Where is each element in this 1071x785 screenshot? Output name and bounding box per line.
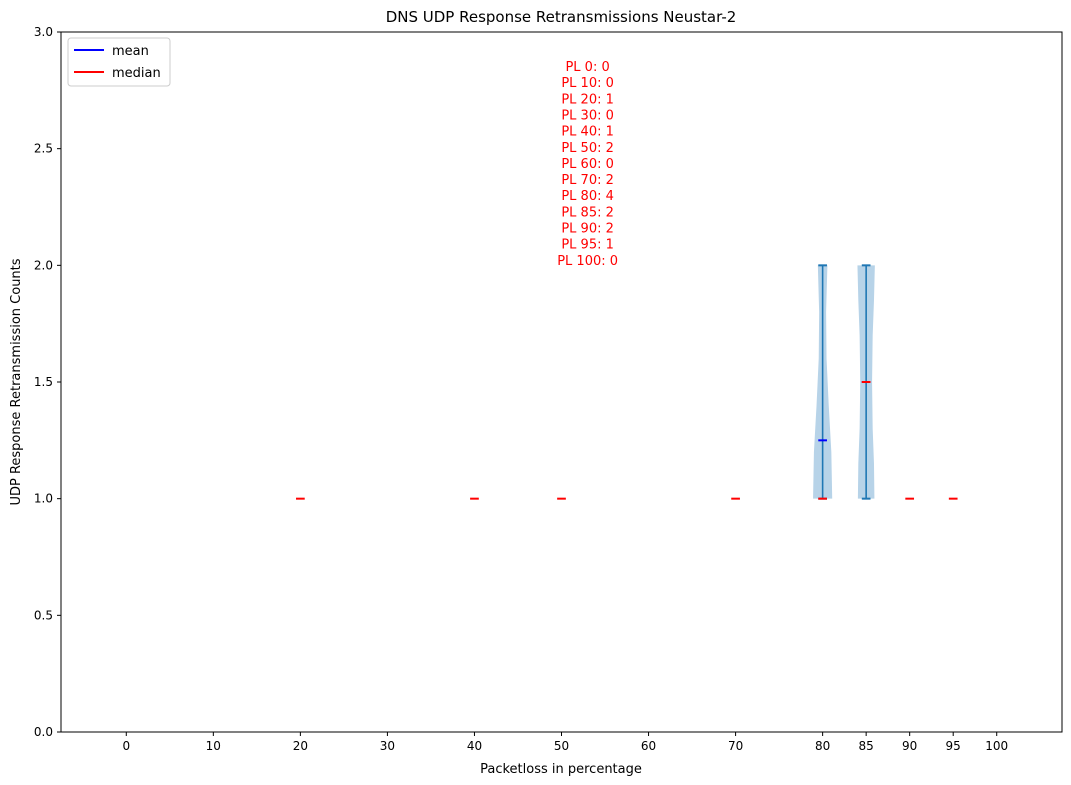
annotation-line: PL 70: 2 xyxy=(561,173,614,188)
y-tick-label: 1.5 xyxy=(34,375,53,389)
x-tick-label: 95 xyxy=(946,739,961,753)
x-tick-label: 85 xyxy=(859,739,874,753)
annotation-line: PL 90: 2 xyxy=(561,222,614,237)
y-tick-label: 2.5 xyxy=(34,142,53,156)
x-tick-label: 50 xyxy=(554,739,569,753)
x-tick-label: 100 xyxy=(985,739,1008,753)
x-tick-label: 30 xyxy=(380,739,395,753)
annotation-line: PL 100: 0 xyxy=(557,254,618,269)
plot-area xyxy=(296,264,958,500)
x-tick-label: 20 xyxy=(293,739,308,753)
x-tick-label: 0 xyxy=(122,739,130,753)
packetloss-count-annotation: PL 0: 0PL 10: 0PL 20: 1PL 30: 0PL 40: 1P… xyxy=(557,60,618,269)
legend-mean-label: mean xyxy=(112,44,149,59)
x-axis-label: Packetloss in percentage xyxy=(480,762,642,777)
y-tick-label: 0.5 xyxy=(34,608,53,622)
annotation-line: PL 50: 2 xyxy=(561,141,614,156)
x-tick-label: 70 xyxy=(728,739,743,753)
annotation-line: PL 30: 0 xyxy=(561,108,614,123)
annotation-line: PL 0: 0 xyxy=(565,60,609,75)
y-axis-label: UDP Response Retransmission Counts xyxy=(9,258,24,505)
y-tick-label: 1.0 xyxy=(34,492,53,506)
annotation-line: PL 40: 1 xyxy=(561,125,614,140)
legend-median-label: median xyxy=(112,66,161,81)
annotation-line: PL 60: 0 xyxy=(561,157,614,172)
annotation-line: PL 80: 4 xyxy=(561,189,614,204)
annotation-line: PL 10: 0 xyxy=(561,76,614,91)
y-axis: 0.0 0.5 1.0 1.5 2.0 2.5 3.0 xyxy=(34,25,61,739)
x-tick-label: 10 xyxy=(206,739,221,753)
y-tick-label: 3.0 xyxy=(34,25,53,39)
x-tick-label: 40 xyxy=(467,739,482,753)
annotation-line: PL 20: 1 xyxy=(561,92,614,107)
chart-title: DNS UDP Response Retransmissions Neustar… xyxy=(386,8,737,26)
annotation-line: PL 95: 1 xyxy=(561,238,614,253)
legend: mean median xyxy=(67,37,171,87)
x-axis: 0 10 20 30 40 50 60 70 80 85 90 95 100 xyxy=(122,732,1008,753)
x-tick-label: 80 xyxy=(815,739,830,753)
y-tick-label: 2.0 xyxy=(34,258,53,272)
x-tick-label: 90 xyxy=(902,739,917,753)
annotation-line: PL 85: 2 xyxy=(561,205,614,220)
x-tick-label: 60 xyxy=(641,739,656,753)
y-tick-label: 0.0 xyxy=(34,725,53,739)
